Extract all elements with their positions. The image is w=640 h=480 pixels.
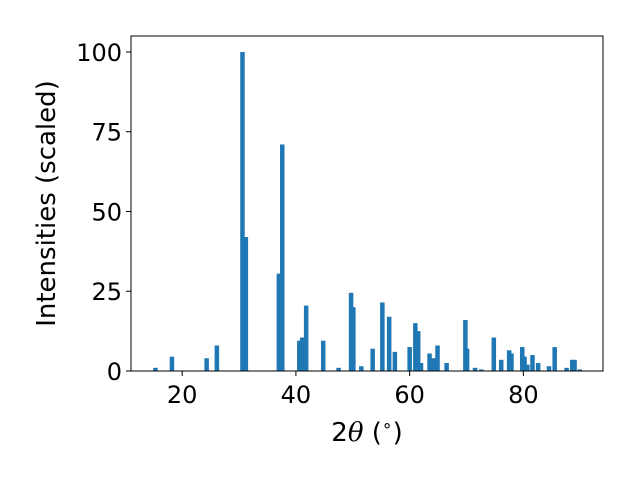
- bar: [530, 355, 535, 371]
- bar: [407, 347, 412, 371]
- y-tick-label: 50: [91, 198, 122, 226]
- bar: [415, 331, 421, 371]
- bar: [444, 363, 449, 371]
- bar: [380, 302, 385, 371]
- x-axis-label: 2θ (∘): [331, 416, 402, 448]
- bar: [546, 366, 552, 371]
- bar: [276, 273, 282, 371]
- bar: [348, 292, 354, 371]
- bar: [519, 347, 525, 371]
- bar: [413, 323, 418, 371]
- bar: [535, 363, 541, 371]
- bar: [464, 348, 470, 371]
- bar: [418, 363, 424, 371]
- bar: [577, 369, 582, 371]
- bar: [214, 345, 220, 371]
- bar: [297, 340, 302, 371]
- bar: [359, 366, 364, 371]
- bar: [392, 351, 398, 371]
- y-tick-label: 75: [91, 119, 122, 147]
- bar: [506, 350, 512, 371]
- bar: [386, 316, 392, 371]
- bar: [351, 307, 356, 371]
- x-axis-ticks: 20 40 60 80: [167, 371, 539, 409]
- bar: [153, 367, 158, 371]
- x-tick-label: 20: [167, 381, 198, 409]
- bar: [427, 353, 432, 371]
- y-axis-ticks: 0 25 50 75 100: [76, 39, 131, 386]
- bar: [491, 337, 497, 371]
- bar: [336, 367, 341, 371]
- x-tick-label: 80: [508, 381, 539, 409]
- bar: [552, 347, 557, 371]
- x-tick-label: 60: [394, 381, 425, 409]
- bar: [435, 345, 440, 371]
- bar: [240, 51, 245, 371]
- bar: [204, 358, 209, 371]
- bar: [370, 348, 375, 371]
- bar: [303, 305, 309, 371]
- bar: [498, 359, 504, 371]
- bar: [509, 353, 514, 371]
- bar: [525, 364, 530, 371]
- bar-series: [153, 51, 582, 371]
- bar: [463, 319, 468, 371]
- bar: [431, 358, 436, 371]
- bar: [472, 367, 478, 371]
- y-tick-label: 100: [76, 39, 122, 67]
- bar: [320, 340, 326, 371]
- x-tick-label: 40: [281, 381, 312, 409]
- bar: [479, 369, 484, 371]
- bar: [572, 359, 577, 371]
- bar: [169, 356, 175, 371]
- bar: [280, 144, 285, 371]
- bar: [564, 367, 569, 371]
- bar: [243, 237, 249, 371]
- y-tick-label: 25: [91, 278, 122, 306]
- y-tick-label: 0: [107, 358, 122, 386]
- y-axis-label: Intensities (scaled): [32, 80, 62, 327]
- plot-area-frame: [130, 35, 604, 372]
- bar: [570, 359, 575, 371]
- bar: [522, 356, 527, 371]
- bar: [299, 337, 305, 371]
